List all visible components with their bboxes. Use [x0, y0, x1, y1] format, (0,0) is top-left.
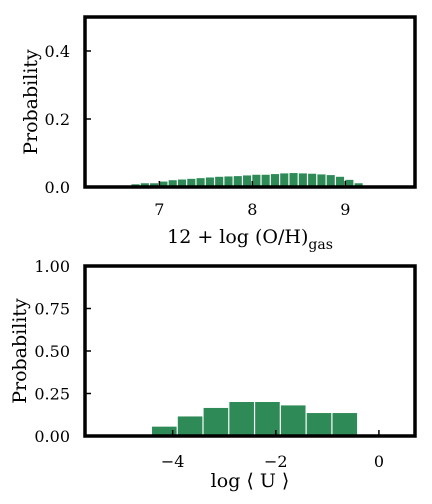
histogram-bar — [252, 174, 261, 187]
histogram-bar — [168, 180, 177, 187]
histogram-bar — [280, 405, 306, 436]
histogram-bar — [261, 174, 270, 187]
histogram-bar — [289, 173, 298, 187]
histogram-bar — [280, 173, 289, 187]
histogram-bar — [326, 175, 335, 187]
histogram-bar — [308, 173, 317, 187]
histogram-bar — [306, 413, 332, 436]
x-axis-label-subscript: gas — [308, 237, 333, 253]
histogram-bar — [205, 177, 214, 187]
histogram-bar — [233, 176, 242, 187]
y-tick-label: 0.2 — [45, 110, 70, 129]
histogram-bar — [335, 176, 345, 187]
histogram-bar — [159, 181, 168, 187]
x-tick-label: 7 — [154, 200, 164, 219]
y-tick-label: 1.00 — [34, 257, 70, 276]
histogram-bar — [332, 413, 358, 436]
x-axis-label-main: 12 + log (O/H) — [167, 226, 308, 248]
histogram-bar — [152, 426, 177, 436]
y-tick-label: 0.00 — [34, 427, 70, 446]
x-axis-label-bottom: log ⟨ U ⟩ — [211, 470, 290, 492]
histogram-bar — [229, 402, 254, 436]
histogram-bar — [354, 183, 363, 187]
y-axis-label-top: Probability — [20, 49, 42, 155]
chart-bottom: −4 −2 0 0.00 0.25 0.50 0.75 1.00 Probability lo… — [9, 257, 417, 492]
y-tick-label: 0.50 — [34, 342, 70, 361]
histogram-bars-bottom — [152, 402, 358, 436]
plot-frame-bottom — [83, 264, 417, 438]
histogram-bar — [177, 416, 203, 436]
histogram-bar — [203, 407, 229, 436]
histogram-bar — [196, 178, 205, 187]
y-axis-label-bottom: Probability — [9, 298, 31, 404]
chart-top: 7 8 9 0.0 0.2 0.4 Probability 12 + log (O/H)g… — [20, 15, 417, 253]
histogram-bar — [150, 183, 159, 187]
x-tick-label: 0 — [374, 452, 384, 471]
histogram-bar — [298, 173, 307, 187]
y-tick-label: 0.25 — [34, 385, 70, 404]
histogram-bar — [345, 179, 354, 187]
x-tick-label: −2 — [264, 452, 288, 471]
histogram-bar — [317, 174, 326, 187]
ticks-bottom: −4 −2 0 0.00 0.25 0.50 0.75 1.00 — [34, 257, 384, 471]
histogram-bar — [243, 175, 252, 187]
ticks-top: 7 8 9 0.0 0.2 0.4 — [45, 42, 351, 219]
histogram-bar — [187, 178, 196, 187]
x-axis-label-top: 12 + log (O/H)gas — [167, 226, 333, 253]
histogram-bar — [224, 176, 233, 187]
histogram-bar — [270, 174, 280, 187]
histogram-bar — [140, 183, 149, 187]
y-tick-label: 0.4 — [45, 42, 70, 61]
histogram-bars-top — [112, 173, 363, 187]
y-tick-label: 0.75 — [34, 300, 70, 319]
plot-frame-top — [83, 15, 417, 189]
x-tick-label: 8 — [247, 200, 257, 219]
x-tick-label: −4 — [161, 452, 185, 471]
histogram-bar — [215, 176, 224, 187]
y-tick-label: 0.0 — [45, 178, 70, 197]
x-tick-label: 9 — [340, 200, 350, 219]
histogram-bar — [177, 179, 187, 187]
